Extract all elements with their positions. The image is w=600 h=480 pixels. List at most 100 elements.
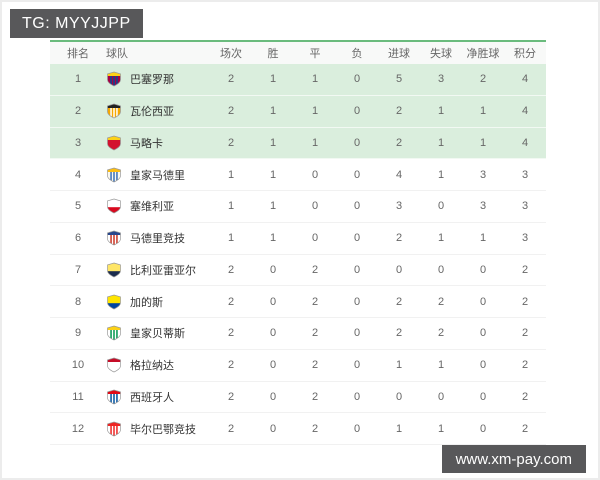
table-row: 7 比利亚雷亚尔 2 0 2 0 0 0 0 2	[50, 254, 546, 287]
stat-cell: 0	[479, 263, 487, 276]
header-cell: 净胜球	[466, 48, 500, 60]
team-cell[interactable]: 塞维利亚	[106, 198, 210, 214]
stat-cell: 3	[395, 200, 403, 213]
stat-cell: 0	[353, 390, 361, 403]
stat-cell: 4	[521, 136, 529, 149]
stat-cell: 2	[521, 422, 529, 435]
team-name: 毕尔巴鄂竞技	[130, 423, 196, 436]
stat-cell: 0	[269, 359, 277, 372]
rank-cell: 4	[74, 168, 82, 181]
stat-cell: 0	[353, 200, 361, 213]
stat-cell: 2	[227, 422, 235, 435]
stat-cell: 1	[437, 168, 445, 181]
tg-badge-label: TG: MYYJJPP	[22, 14, 131, 32]
team-name: 西班牙人	[130, 391, 174, 404]
team-cell[interactable]: 加的斯	[106, 294, 210, 310]
team-name: 皇家贝蒂斯	[130, 328, 185, 341]
team-cell[interactable]: 马略卡	[106, 135, 210, 151]
stat-cell: 4	[395, 168, 403, 181]
stat-cell: 2	[227, 263, 235, 276]
stat-cell: 0	[437, 263, 445, 276]
header-cell: 场次	[220, 48, 242, 60]
stat-cell: 2	[437, 295, 445, 308]
stat-cell: 0	[311, 232, 319, 245]
team-cell[interactable]: 皇家马德里	[106, 167, 210, 183]
stat-cell: 0	[269, 327, 277, 340]
stat-cell: 1	[227, 168, 235, 181]
stat-cell: 0	[479, 327, 487, 340]
team-cell[interactable]: 马德里竞技	[106, 230, 210, 246]
stat-cell: 2	[227, 295, 235, 308]
stat-cell: 1	[269, 168, 277, 181]
rank-cell: 5	[74, 200, 82, 213]
stat-cell: 0	[353, 263, 361, 276]
team-cell[interactable]: 西班牙人	[106, 389, 210, 405]
stat-cell: 2	[395, 105, 403, 118]
team-crest-icon	[107, 167, 121, 183]
stat-cell: 2	[395, 327, 403, 340]
stat-cell: 0	[479, 422, 487, 435]
stat-cell: 1	[311, 73, 319, 86]
stat-cell: 0	[353, 359, 361, 372]
header-cell: 胜	[267, 48, 279, 60]
site-badge-label: www.xm-pay.com	[455, 450, 572, 468]
stat-cell: 3	[437, 73, 445, 86]
stat-cell: 2	[437, 327, 445, 340]
team-crest-icon	[107, 135, 121, 151]
team-name: 马德里竞技	[130, 233, 185, 246]
header-cell: 排名	[67, 48, 89, 60]
stat-cell: 1	[269, 73, 277, 86]
stat-cell: 2	[311, 422, 319, 435]
stat-cell: 0	[353, 232, 361, 245]
team-cell[interactable]: 格拉纳达	[106, 357, 210, 373]
stat-cell: 2	[311, 295, 319, 308]
rank-cell: 12	[71, 422, 85, 435]
stat-cell: 3	[521, 168, 529, 181]
stat-cell: 2	[521, 295, 529, 308]
stat-cell: 4	[521, 73, 529, 86]
stat-cell: 2	[311, 263, 319, 276]
team-crest-icon	[107, 294, 121, 310]
stat-cell: 2	[395, 295, 403, 308]
rank-cell: 3	[74, 136, 82, 149]
table-row: 1 巴塞罗那 2 1 1 0 5 3 2 4	[50, 64, 546, 96]
stat-cell: 3	[479, 200, 487, 213]
table-row: 12 毕尔巴鄂竞技 2 0 2 0 1 1 0 2	[50, 413, 546, 445]
stat-cell: 3	[479, 168, 487, 181]
team-crest-icon	[107, 357, 121, 373]
stat-cell: 0	[437, 200, 445, 213]
team-name: 皇家马德里	[130, 169, 185, 182]
header-cell: 失球	[430, 48, 452, 60]
team-crest-icon	[107, 326, 121, 341]
stat-cell: 1	[395, 359, 403, 372]
team-name: 塞维利亚	[130, 201, 174, 214]
team-cell[interactable]: 毕尔巴鄂竞技	[106, 421, 210, 437]
team-cell[interactable]: 比利亚雷亚尔	[106, 262, 210, 278]
team-cell[interactable]: 皇家贝蒂斯	[106, 325, 210, 341]
stat-cell: 0	[479, 359, 487, 372]
stat-cell: 0	[395, 390, 403, 403]
stat-cell: 2	[521, 327, 529, 340]
stat-cell: 0	[353, 136, 361, 149]
stat-cell: 5	[395, 73, 403, 86]
stat-cell: 2	[479, 73, 487, 86]
header-cell: 平	[309, 48, 321, 60]
rank-cell: 10	[71, 359, 85, 372]
stat-cell: 0	[437, 390, 445, 403]
team-cell[interactable]: 瓦伦西亚	[106, 103, 210, 119]
table-row: 10 格拉纳达 2 0 2 0 1 1 0 2	[50, 349, 546, 382]
table-row: 9 皇家贝蒂斯 2 0 2 0 2 2 0 2	[50, 318, 546, 350]
team-crest-icon	[107, 199, 121, 214]
stat-cell: 2	[227, 359, 235, 372]
stat-cell: 0	[479, 390, 487, 403]
header-cell: 负	[351, 48, 363, 60]
table-row: 8 加的斯 2 0 2 0 2 2 0 2	[50, 286, 546, 318]
team-name: 巴塞罗那	[130, 74, 174, 87]
stat-cell: 1	[395, 422, 403, 435]
table-row: 6 马德里竞技 1 1 0 0 2 1 1 3	[50, 222, 546, 255]
stat-cell: 1	[437, 105, 445, 118]
stat-cell: 0	[353, 105, 361, 118]
team-cell[interactable]: 巴塞罗那	[106, 71, 210, 87]
stat-cell: 0	[269, 263, 277, 276]
team-crest-icon	[107, 230, 121, 246]
